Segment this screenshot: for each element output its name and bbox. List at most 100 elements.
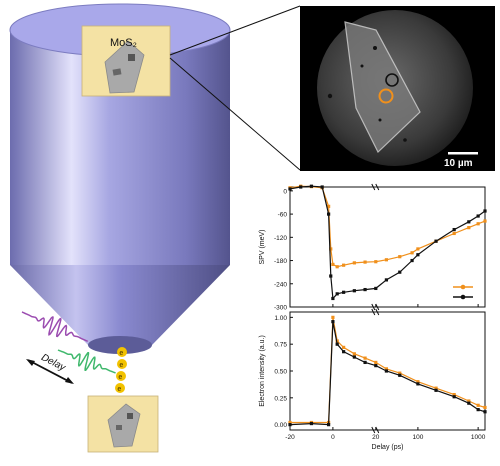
- data-point: [335, 342, 339, 346]
- data-point: [452, 227, 456, 232]
- data-point: [398, 270, 402, 274]
- data-point: [452, 393, 456, 397]
- y-axis-label: Electron intensity (a.u.): [259, 335, 266, 407]
- series-line: [289, 321, 486, 426]
- data-point: [352, 355, 356, 359]
- y-tick-label: -120: [274, 235, 287, 242]
- data-point: [434, 388, 438, 392]
- microscope-column: MoS₂: [9, 3, 231, 354]
- data-point: [384, 369, 389, 373]
- data-point: [416, 380, 420, 384]
- zoom-line-lower: [169, 57, 301, 171]
- column-cone: [10, 265, 230, 352]
- data-point: [320, 185, 324, 189]
- electron-intensity-chart: 0.00 0.25 0.50 0.75 1.00 Electron intensity (…: [259, 308, 487, 451]
- data-point: [329, 247, 333, 251]
- data-point: [327, 212, 331, 216]
- data-point: [327, 423, 331, 427]
- x-tick-label: 1000: [471, 434, 486, 441]
- scale-bar-label: 10 µm: [444, 158, 473, 169]
- sample-label: MoS₂: [110, 37, 137, 49]
- data-point: [384, 278, 389, 282]
- y-tick-label: 0: [283, 188, 287, 195]
- spv-chart: 0 -60 -120 -180 -240 -300 SPV (meV): [259, 183, 487, 312]
- data-point: [434, 386, 438, 390]
- electron-label: e: [118, 374, 122, 381]
- black-circle-marker: [385, 73, 399, 87]
- micro-dot-1: [373, 46, 377, 50]
- data-point: [410, 251, 414, 255]
- data-point: [434, 239, 438, 243]
- data-point: [483, 209, 487, 213]
- electron-label: e: [117, 386, 121, 393]
- data-point: [331, 320, 335, 324]
- data-point: [299, 185, 303, 189]
- cone-tip: [88, 336, 152, 354]
- data-point: [352, 352, 356, 356]
- data-point: [363, 287, 367, 292]
- y-tick-label: 0.00: [274, 422, 287, 429]
- data-point: [374, 260, 378, 264]
- data-point: [327, 204, 331, 208]
- probe-pulse-green: [57, 349, 116, 374]
- x-tick-label: -20: [285, 434, 295, 441]
- data-point: [342, 290, 346, 294]
- electron-label: e: [119, 350, 123, 357]
- electron-label: e: [119, 362, 123, 369]
- y-axis-label: SPV (meV): [259, 229, 266, 264]
- sample-card-bottom: [87, 395, 159, 453]
- data-point: [398, 373, 402, 377]
- data-point: [335, 292, 339, 296]
- data-point: [476, 222, 480, 226]
- series-line: [289, 185, 486, 268]
- electron: e: [117, 359, 127, 369]
- x-tick-label: 100: [412, 434, 423, 441]
- data-point: [467, 401, 471, 405]
- data-point: [452, 395, 456, 399]
- y-tick-label: -240: [274, 281, 287, 288]
- data-point: [342, 350, 346, 354]
- scale-bar: [448, 152, 478, 155]
- data-point: [363, 356, 367, 360]
- pump-pulse-purple: [21, 311, 89, 342]
- data-point: [416, 247, 420, 251]
- micro-dot-4: [403, 138, 407, 142]
- x-tick-label: 0: [331, 434, 335, 441]
- micrograph-flake: [344, 21, 421, 153]
- data-point: [342, 345, 346, 349]
- flake-spot-1: [128, 54, 135, 61]
- data-point: [483, 219, 487, 223]
- electron: e: [116, 371, 126, 381]
- orange-circle-marker: [378, 88, 394, 104]
- data-point: [483, 405, 487, 410]
- data-point: [476, 403, 480, 407]
- axis-break-top: [371, 183, 380, 191]
- micro-dot-3: [327, 93, 333, 99]
- data-point: [342, 263, 346, 267]
- electron: e: [117, 347, 127, 357]
- data-point: [288, 420, 292, 425]
- y-tick-label: 0.25: [274, 395, 287, 402]
- data-point: [398, 371, 402, 375]
- delay-label: Delay: [39, 352, 68, 374]
- data-point: [467, 399, 471, 403]
- data-point: [329, 274, 333, 278]
- series-line: [289, 185, 486, 300]
- data-point: [483, 410, 487, 414]
- data-point: [352, 261, 356, 265]
- data-point: [309, 421, 314, 426]
- data-point: [398, 255, 402, 259]
- micro-dot-5: [378, 118, 382, 122]
- data-point: [309, 184, 314, 188]
- legend-marker: [460, 294, 466, 300]
- data-point: [374, 286, 378, 291]
- micro-dot-2: [360, 64, 364, 68]
- data-point: [476, 408, 480, 412]
- data-point: [352, 289, 356, 293]
- data-point: [363, 360, 367, 365]
- y-tick-label: -60: [278, 212, 288, 219]
- x-axis-label: Delay (ps): [372, 444, 404, 451]
- plot-frame: [289, 186, 486, 308]
